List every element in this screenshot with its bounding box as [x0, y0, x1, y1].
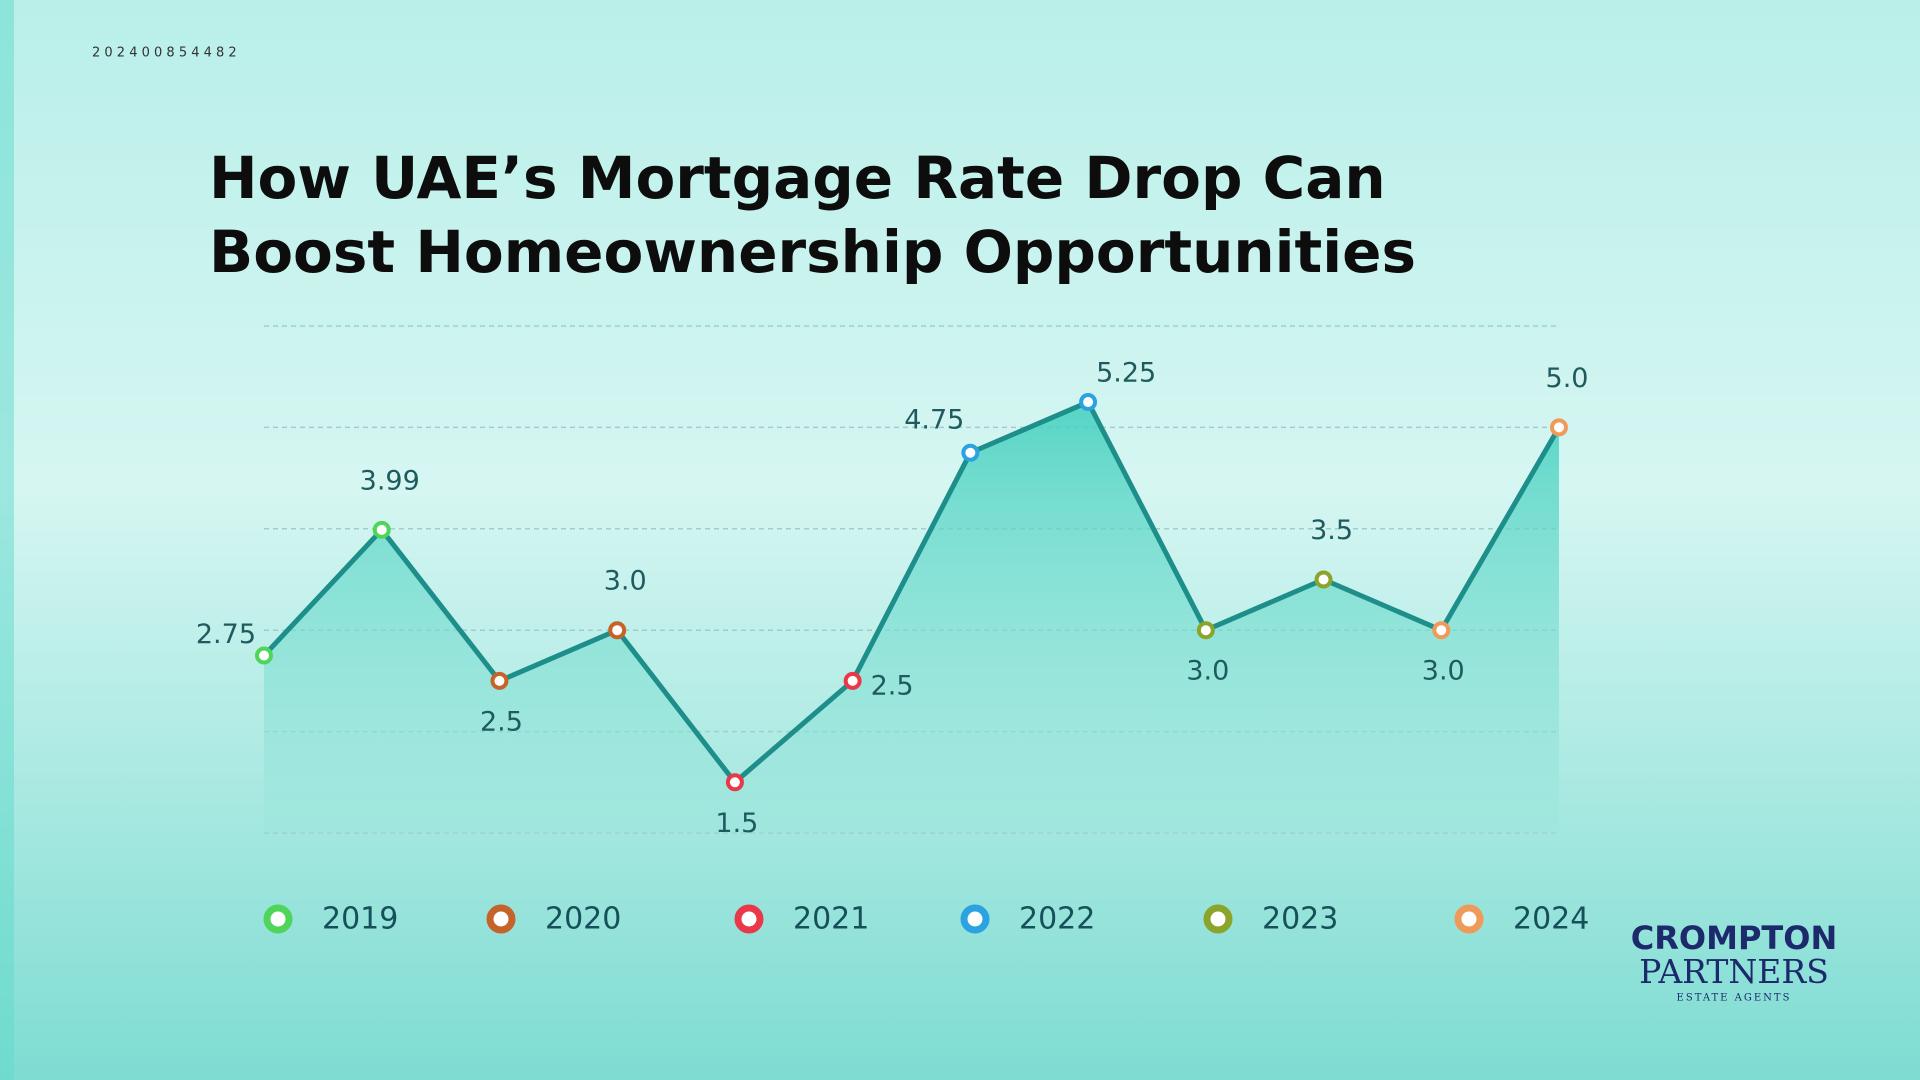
point — [725, 773, 744, 792]
value-label: 2.75 — [196, 619, 256, 650]
line — [262, 399, 1562, 785]
value-label: 3.0 — [604, 566, 647, 597]
value-label: 1.5 — [715, 808, 758, 839]
point — [490, 671, 509, 690]
point — [1079, 393, 1098, 412]
point — [255, 646, 273, 665]
point — [1196, 621, 1215, 640]
legend-marker — [1454, 904, 1484, 934]
legend-label: 2022 — [1019, 902, 1095, 937]
point — [608, 621, 627, 640]
point — [1550, 418, 1568, 437]
legend-marker — [734, 904, 764, 934]
point — [372, 520, 391, 539]
edge-band — [0, 0, 14, 1080]
area — [264, 402, 1559, 833]
legend-label: 2020 — [545, 902, 621, 937]
value-label: 3.99 — [360, 465, 420, 496]
legend-label: 2021 — [793, 902, 869, 937]
chart-title: Boost Homeownership Opportunities — [209, 218, 1416, 286]
legend-marker — [486, 904, 516, 934]
legend-marker — [960, 904, 990, 934]
value-label: 5.0 — [1546, 363, 1589, 394]
point — [961, 443, 980, 462]
value-label: 3.0 — [1422, 656, 1465, 687]
legend-label: 2024 — [1513, 902, 1589, 937]
value-label: 2.5 — [871, 670, 914, 701]
logo-name: CROMPTON — [1631, 919, 1837, 957]
logo-tagline: ESTATE AGENTS — [1677, 993, 1792, 1004]
legend-marker — [263, 904, 293, 934]
legend-label: 2019 — [322, 902, 398, 937]
chart-title: How UAE’s Mortgage Rate Drop Can — [209, 144, 1386, 212]
code: 2 0 2 4 0 0 8 5 4 4 8 2 — [92, 46, 237, 61]
value-label: 2.5 — [480, 706, 523, 737]
value-label: 4.75 — [904, 404, 964, 435]
legend-label: 2023 — [1262, 902, 1338, 937]
point — [1314, 570, 1333, 589]
point — [1432, 621, 1451, 640]
logo-sub: PARTNERS — [1639, 952, 1829, 991]
value-label: 3.0 — [1186, 656, 1229, 687]
value-label: 5.25 — [1096, 358, 1156, 389]
value-label: 3.5 — [1310, 515, 1353, 546]
point — [843, 671, 862, 690]
legend-marker — [1203, 904, 1233, 934]
